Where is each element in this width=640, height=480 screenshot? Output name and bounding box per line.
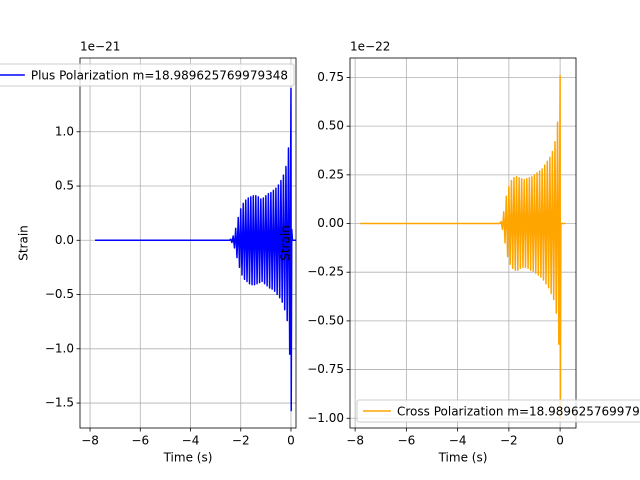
data-line xyxy=(360,74,566,420)
y-tick-label: −0.5 xyxy=(45,287,74,301)
x-tick-label: 0 xyxy=(556,434,564,448)
x-tick-label: −2 xyxy=(500,434,518,448)
y-tick-label: 0.50 xyxy=(317,119,344,133)
y-tick-label: 0.75 xyxy=(317,70,344,84)
y-tick-label: 0.00 xyxy=(317,216,344,230)
axes-frame xyxy=(349,57,577,429)
legend: Plus Polarization m=18.989625769979348 xyxy=(0,63,295,87)
y-tick-label: −0.25 xyxy=(307,265,344,279)
x-axis-label: Time (s) xyxy=(163,451,213,465)
x-tick-label: −8 xyxy=(346,434,364,448)
legend-frame xyxy=(0,63,295,87)
y-axis-label: Strain xyxy=(17,225,31,261)
y-tick-label: −1.0 xyxy=(45,341,74,355)
x-tick-label: −8 xyxy=(81,434,99,448)
legend-frame xyxy=(356,399,640,423)
offset-text: 1e−21 xyxy=(80,40,120,54)
y-tick-label: −1.00 xyxy=(307,411,344,425)
plot-data xyxy=(360,74,566,420)
x-tick-label: −4 xyxy=(449,434,467,448)
y-axis-label: Strain xyxy=(279,225,293,261)
y-tick-label: −0.50 xyxy=(307,313,344,327)
legend-label: Plus Polarization m=18.989625769979348 xyxy=(31,69,288,83)
x-tick-label: 0 xyxy=(287,434,295,448)
plot-area xyxy=(350,58,576,428)
x-tick-label: −6 xyxy=(131,434,149,448)
x-tick-label: −6 xyxy=(398,434,416,448)
x-axis-label: Time (s) xyxy=(438,451,488,465)
axes: −8 −6 −4 −2 0 −1.00 −0.75 −0.50 −0.25 0.00 0.25 0.5… xyxy=(279,40,640,465)
y-tick-label: 1.0 xyxy=(55,124,74,138)
y-tick-label: −1.5 xyxy=(45,396,74,410)
x-tick-label: −4 xyxy=(182,434,200,448)
y-tick-label: 0.25 xyxy=(317,167,344,181)
plot-data xyxy=(95,87,296,412)
y-tick-label: 0.5 xyxy=(55,179,74,193)
y-tick-label: 0.0 xyxy=(55,233,74,247)
x-tick-label: −2 xyxy=(232,434,250,448)
data-line xyxy=(95,87,296,412)
axes: −8 −6 −4 −2 0 −1.5 −1.0 −0.5 0.0 0.5 1.0 1e−21 Time … xyxy=(0,40,297,465)
legend-label: Cross Polarization m=18.989625769979348 xyxy=(397,405,640,419)
axes-frame xyxy=(79,57,297,429)
legend: Cross Polarization m=18.989625769979348 xyxy=(356,399,640,423)
y-tick-label: −0.75 xyxy=(307,362,344,376)
offset-text: 1e−22 xyxy=(350,40,390,54)
